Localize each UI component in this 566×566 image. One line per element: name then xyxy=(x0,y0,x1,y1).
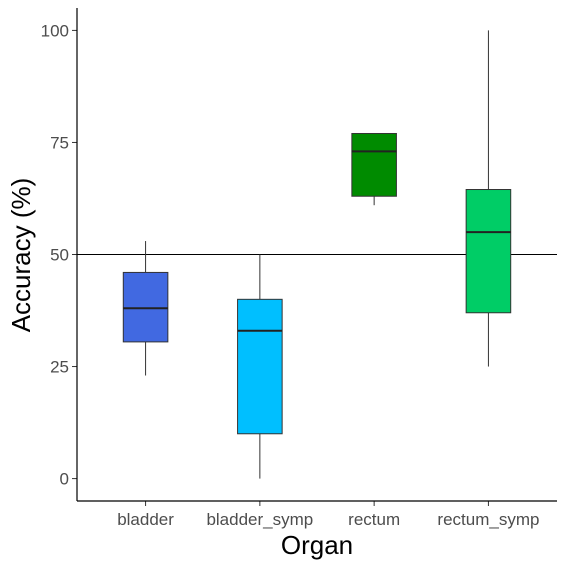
box-body xyxy=(465,189,512,314)
box-body xyxy=(351,132,397,197)
x-tick-label: rectum_symp xyxy=(437,510,539,529)
box-bladder xyxy=(122,241,169,376)
x-tick-label: bladder xyxy=(117,510,174,529)
x-tick-label: rectum xyxy=(348,510,400,529)
y-tick-label: 50 xyxy=(50,246,69,265)
x-axis-title: Organ xyxy=(281,530,353,560)
box-body xyxy=(237,298,283,435)
box-rectum xyxy=(351,132,397,206)
y-tick-label: 100 xyxy=(41,21,69,40)
boxes-layer xyxy=(122,30,512,479)
box-bladder_symp xyxy=(237,254,283,479)
box-body xyxy=(122,271,169,343)
y-tick-label: 25 xyxy=(50,358,69,377)
y-axis-ticks: 0 25 50 75 100 xyxy=(41,21,77,489)
y-tick-label: 0 xyxy=(60,470,69,489)
y-tick-label: 75 xyxy=(50,133,69,152)
y-axis-title: Accuracy (%) xyxy=(6,178,36,333)
x-tick-label: bladder_symp xyxy=(206,510,313,529)
x-axis-ticks: bladder bladder_symp rectum rectum_symp xyxy=(117,501,539,529)
box-rectum_symp xyxy=(465,30,512,367)
